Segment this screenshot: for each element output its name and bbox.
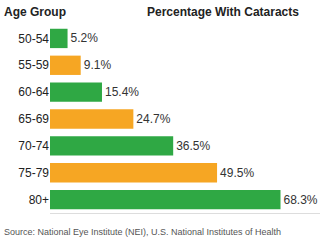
svg-text:50-54: 50-54 (18, 32, 49, 46)
svg-text:36.5%: 36.5% (176, 139, 210, 153)
svg-text:9.1%: 9.1% (84, 58, 112, 72)
svg-text:Age Group: Age Group (4, 5, 66, 19)
svg-text:Source: National Eye Institute: Source: National Eye Institute (NEI), U.… (4, 227, 281, 237)
svg-text:49.5%: 49.5% (220, 166, 254, 180)
svg-text:70-74: 70-74 (18, 139, 49, 153)
svg-text:65-69: 65-69 (18, 112, 49, 126)
svg-text:68.3%: 68.3% (284, 193, 318, 207)
svg-text:5.2%: 5.2% (71, 31, 99, 45)
svg-text:55-59: 55-59 (18, 58, 49, 72)
svg-text:Percentage With Cataracts: Percentage With Cataracts (147, 5, 299, 19)
svg-text:80+: 80+ (29, 193, 49, 207)
svg-text:15.4%: 15.4% (105, 85, 139, 99)
svg-text:60-64: 60-64 (18, 85, 49, 99)
svg-text:75-79: 75-79 (18, 166, 49, 180)
svg-text:24.7%: 24.7% (136, 112, 170, 126)
